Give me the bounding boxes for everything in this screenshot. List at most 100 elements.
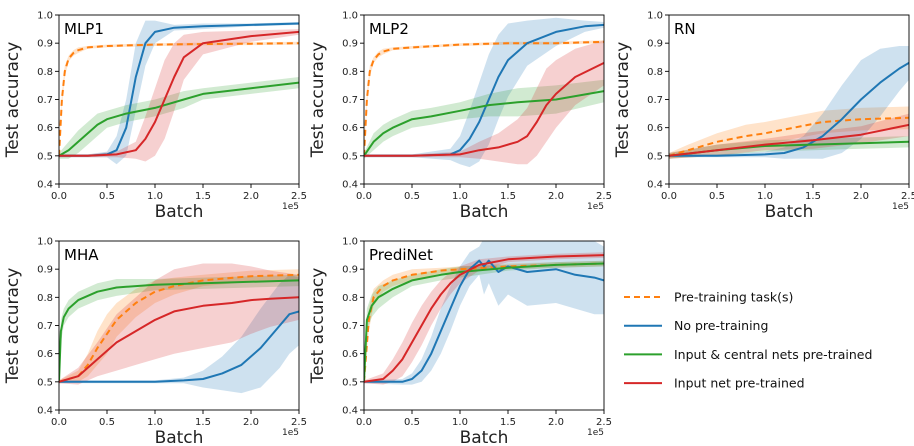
y-tick-label: 0.8 — [37, 67, 53, 78]
series-band-central — [59, 274, 299, 385]
x-tick-label: 0.0 — [51, 191, 67, 202]
y-tick-label: 1.0 — [37, 237, 53, 248]
y-tick-label: 0.8 — [647, 67, 663, 78]
x-tick-label: 0.5 — [709, 191, 725, 202]
x-axis-label: Batch — [765, 202, 814, 222]
series-line-central — [364, 262, 604, 382]
y-tick-label: 0.9 — [342, 265, 358, 276]
x-axis-label: Batch — [155, 202, 204, 222]
panel-title: RN — [674, 20, 696, 38]
y-tick-label: 0.8 — [342, 293, 358, 304]
x-exponent-label: 1e5 — [282, 428, 299, 438]
x-tick-label: 1.0 — [452, 191, 468, 202]
y-tick-label: 0.8 — [37, 293, 53, 304]
y-tick-label: 0.6 — [37, 123, 53, 134]
series-line-central — [59, 279, 299, 382]
series-line-input — [669, 123, 909, 157]
series-line-input — [364, 62, 604, 157]
plot-area — [59, 263, 299, 394]
x-exponent-label: 1e5 — [587, 428, 604, 438]
legend-item-pretrain: Pre-training task(s) — [624, 290, 793, 305]
series-band-input — [669, 113, 909, 159]
x-tick-label: 0.5 — [99, 417, 115, 428]
x-tick-label: 0.0 — [661, 191, 677, 202]
legend-label: No pre-training — [674, 318, 768, 333]
chart-panel-predinet: 0.4 0.5 0.6 0.7 0.8 0.9 1.0 0.0 0.5 1.0 1.5 2.0 2.51… — [308, 237, 612, 446]
x-tick-label: 1.5 — [805, 191, 821, 202]
y-axis-label: Test accuracy — [308, 268, 328, 385]
panel-title: PrediNet — [369, 246, 433, 264]
y-tick-label: 0.6 — [342, 349, 358, 360]
y-tick-label: 1.0 — [342, 11, 358, 22]
x-axis-label: Batch — [460, 202, 509, 222]
x-tick-label: 1.5 — [500, 417, 516, 428]
y-tick-label: 0.6 — [647, 123, 663, 134]
y-tick-label: 0.8 — [342, 67, 358, 78]
x-tick-label: 0.0 — [51, 417, 67, 428]
x-exponent-label: 1e5 — [282, 202, 299, 212]
series-line-pretrain — [59, 273, 299, 383]
x-axis-label: Batch — [460, 428, 509, 446]
x-tick-label: 2.0 — [853, 191, 869, 202]
x-tick-label: 0.0 — [356, 417, 372, 428]
y-axis-label: Test accuracy — [3, 42, 23, 159]
y-tick-label: 0.4 — [342, 406, 358, 417]
series-line-none — [669, 62, 909, 157]
plot-area — [669, 46, 909, 159]
x-axis-label: Batch — [155, 428, 204, 446]
y-tick-label: 0.7 — [37, 321, 53, 332]
x-tick-label: 2.5 — [901, 191, 914, 202]
legend-label: Input & central nets pre-trained — [674, 347, 872, 362]
series-band-none — [364, 241, 604, 385]
chart-panel-mlp1: 0.4 0.5 0.6 0.7 0.8 0.9 1.0 0.0 0.5 1.0 1.5 2.0 2.51… — [3, 11, 307, 223]
series-line-input — [364, 254, 604, 383]
x-tick-label: 1.5 — [195, 191, 211, 202]
y-axis-label: Test accuracy — [613, 42, 633, 159]
y-tick-label: 0.7 — [37, 95, 53, 106]
y-tick-label: 0.4 — [37, 180, 53, 191]
series-band-none — [59, 20, 299, 165]
y-tick-label: 0.9 — [37, 265, 53, 276]
y-tick-label: 0.7 — [647, 95, 663, 106]
x-tick-label: 2.0 — [243, 191, 259, 202]
series-band-none — [59, 274, 299, 394]
series-band-none — [364, 17, 604, 168]
x-tick-label: 0.5 — [404, 417, 420, 428]
plot-area — [364, 17, 604, 168]
panel-title: MLP2 — [369, 20, 409, 38]
chart-panel-mha: 0.4 0.5 0.6 0.7 0.8 0.9 1.0 0.0 0.5 1.0 1.5 2.0 2.51… — [3, 237, 307, 446]
x-tick-label: 2.5 — [291, 417, 307, 428]
legend-item-central: Input & central nets pre-trained — [624, 347, 872, 362]
plot-area — [59, 20, 299, 165]
y-tick-label: 0.6 — [37, 349, 53, 360]
series-line-none — [59, 310, 299, 383]
series-line-none — [364, 259, 604, 383]
x-tick-label: 2.5 — [596, 417, 612, 428]
y-tick-label: 0.9 — [37, 39, 53, 50]
chart-panel-rn: 0.4 0.5 0.6 0.7 0.8 0.9 1.0 0.0 0.5 1.0 1.5 2.0 2.51… — [613, 11, 914, 223]
chart-panel-mlp2: 0.4 0.5 0.6 0.7 0.8 0.9 1.0 0.0 0.5 1.0 1.5 2.0 2.51… — [308, 11, 612, 223]
x-tick-label: 0.5 — [99, 191, 115, 202]
x-tick-label: 2.0 — [548, 417, 564, 428]
series-band-input — [364, 40, 604, 165]
x-tick-label: 1.0 — [147, 191, 163, 202]
series-band-central — [669, 136, 909, 159]
panel-title: MLP1 — [64, 20, 104, 38]
y-tick-label: 0.4 — [342, 180, 358, 191]
series-line-central — [59, 81, 299, 157]
series-band-input — [59, 263, 299, 385]
y-tick-label: 1.0 — [342, 237, 358, 248]
y-tick-label: 0.4 — [647, 180, 663, 191]
y-tick-label: 0.7 — [342, 321, 358, 332]
x-exponent-label: 1e5 — [892, 202, 909, 212]
y-tick-label: 0.9 — [647, 39, 663, 50]
series-line-central — [364, 90, 604, 157]
legend-item-none: No pre-training — [624, 318, 768, 333]
y-tick-label: 0.9 — [342, 39, 358, 50]
series-line-input — [59, 30, 299, 157]
y-tick-label: 0.5 — [647, 151, 663, 162]
series-band-none — [669, 46, 909, 159]
y-tick-label: 0.5 — [37, 151, 53, 162]
y-axis-label: Test accuracy — [3, 268, 23, 385]
x-tick-label: 1.5 — [195, 417, 211, 428]
